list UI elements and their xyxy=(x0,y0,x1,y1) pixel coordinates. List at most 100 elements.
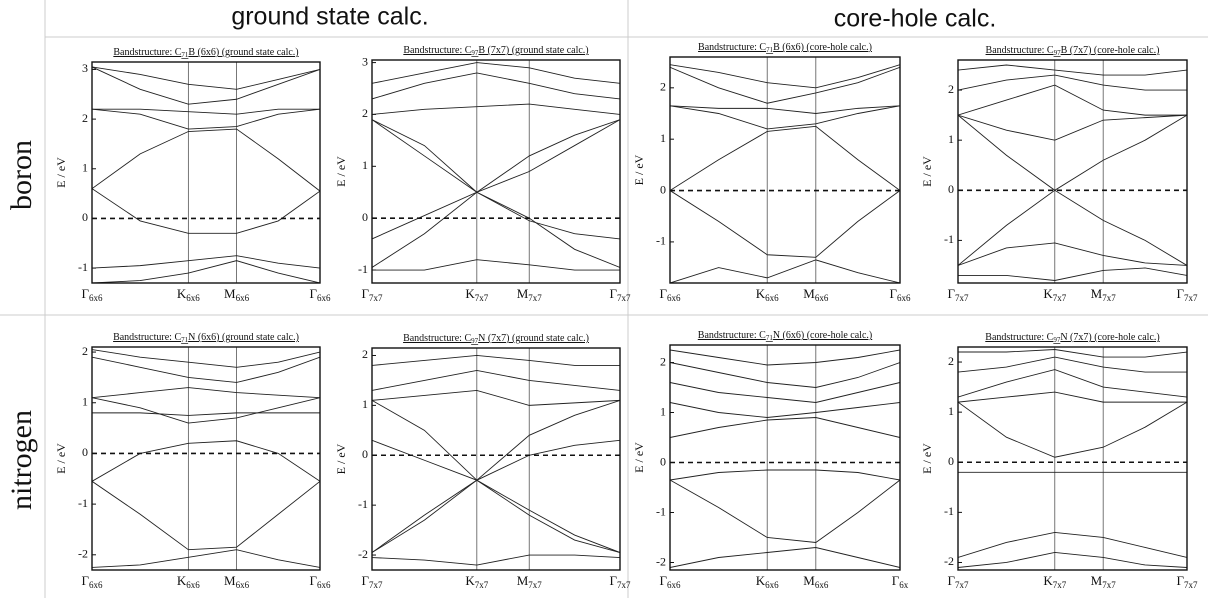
y-axis-label: E / eV xyxy=(54,443,68,474)
x-tick-symbol: M xyxy=(1091,573,1103,588)
band xyxy=(372,554,620,566)
plot-frame xyxy=(957,59,1188,284)
x-tick-symbol: Γ xyxy=(81,573,89,588)
plot-frame xyxy=(91,346,321,571)
plot-frame xyxy=(371,59,621,284)
chart-title: Bandstructure: C71N (6x6) (core-hole cal… xyxy=(698,330,872,341)
x-tick-subscript: 6x6 xyxy=(89,580,103,590)
chart-title: Bandstructure: C71B (6x6) (core-hole cal… xyxy=(698,42,872,53)
x-tick-label: Γ6x6 xyxy=(659,573,681,590)
x-tick-label: K6x6 xyxy=(177,286,200,303)
band xyxy=(958,74,1187,91)
band xyxy=(372,355,620,366)
chart-title: Bandstructure: C71B (6x6) (ground state … xyxy=(113,47,298,58)
band xyxy=(670,547,900,568)
chart: Bandstructure: C71B (6x6) (ground state … xyxy=(54,47,331,303)
band xyxy=(92,255,320,269)
band xyxy=(958,267,1187,281)
x-tick-label: K6x6 xyxy=(756,286,779,303)
y-tick-label: 0 xyxy=(362,447,368,461)
y-tick-label: 0 xyxy=(660,454,666,468)
band xyxy=(92,128,320,192)
x-tick-label: K7x7 xyxy=(465,286,488,303)
band xyxy=(92,260,320,283)
x-tick-symbol: Γ xyxy=(659,573,667,588)
x-tick-label: M6x6 xyxy=(803,286,829,303)
y-tick-label: -1 xyxy=(358,497,368,511)
x-tick-label: Γ6x6 xyxy=(659,286,681,303)
band xyxy=(92,356,320,383)
x-tick-symbol: Γ xyxy=(609,286,617,301)
x-tick-label: M7x7 xyxy=(517,286,543,303)
band xyxy=(670,66,900,104)
bands xyxy=(92,349,320,568)
x-tick-symbol: Γ xyxy=(947,286,955,301)
x-tick-subscript: 6x6 xyxy=(765,293,779,303)
bands xyxy=(372,355,620,566)
band xyxy=(670,64,900,89)
x-tick-subscript: 7x7 xyxy=(1102,580,1116,590)
x-tick-label: K7x7 xyxy=(1043,286,1066,303)
title-part: N (6x6) (core-hole calc.) xyxy=(773,330,872,341)
band xyxy=(92,480,320,551)
x-tick-label: Γ6x xyxy=(892,573,909,590)
x-tick-symbol: K xyxy=(756,286,766,301)
y-tick-label: 0 xyxy=(948,454,954,468)
chart-title: Bandstructure: C97N (7x7) (ground state … xyxy=(403,333,589,344)
x-tick-label: K7x7 xyxy=(1043,573,1066,590)
x-tick-subscript: 7x7 xyxy=(475,580,489,590)
chart: Bandstructure: C71N (6x6) (ground state … xyxy=(54,332,331,590)
chart-title: Bandstructure: C97B (7x7) (ground state … xyxy=(403,45,588,56)
title-part: 97 xyxy=(1053,336,1061,344)
chart: Bandstructure: C97B (7x7) (core-hole cal… xyxy=(920,45,1198,303)
x-tick-subscript: 6x6 xyxy=(765,580,779,590)
band xyxy=(958,349,1187,358)
x-tick-subscript: 7x7 xyxy=(1053,580,1067,590)
x-tick-subscript: 7x7 xyxy=(1184,293,1198,303)
y-tick-label: 3 xyxy=(82,61,88,75)
band xyxy=(958,114,1187,191)
band xyxy=(958,114,1187,141)
title-part: Bandstructure: C xyxy=(698,42,766,53)
x-tick-symbol: K xyxy=(177,573,187,588)
y-tick-label: 2 xyxy=(82,111,88,125)
y-tick-label: 1 xyxy=(82,161,88,175)
y-tick-label: 0 xyxy=(660,182,666,196)
y-tick-label: 2 xyxy=(948,354,954,368)
band xyxy=(92,549,320,568)
title-part: N (7x7) (ground state calc.) xyxy=(478,333,589,344)
x-tick-label: Γ6x6 xyxy=(309,286,331,303)
x-tick-label: Γ7x7 xyxy=(609,573,631,590)
band xyxy=(372,479,620,553)
y-axis-label: E / eV xyxy=(334,443,348,474)
x-tick-label: M6x6 xyxy=(224,573,250,590)
chart: Bandstructure: C71N (6x6) (core-hole cal… xyxy=(632,330,909,590)
y-tick-label: 2 xyxy=(660,354,666,368)
y-tick-label: -1 xyxy=(944,504,954,518)
x-tick-label: Γ6x6 xyxy=(81,286,103,303)
y-tick-label: 0 xyxy=(362,210,368,224)
x-tick-subscript: 6x6 xyxy=(815,293,829,303)
column-header: core-hole calc. xyxy=(834,5,997,33)
title-part: B (7x7) (core-hole calc.) xyxy=(1061,45,1160,56)
band xyxy=(958,391,1187,403)
chart: Bandstructure: C97B (7x7) (ground state … xyxy=(334,45,631,303)
y-axis-label: E / eV xyxy=(920,156,934,187)
x-tick-symbol: K xyxy=(465,286,475,301)
x-tick-subscript: 6x6 xyxy=(667,580,681,590)
title-part: 97 xyxy=(471,49,479,57)
title-part: 71 xyxy=(766,334,774,342)
x-tick-label: Γ7x7 xyxy=(947,573,969,590)
x-tick-symbol: Γ xyxy=(1176,573,1184,588)
band xyxy=(372,369,620,391)
y-axis-label: E / eV xyxy=(334,156,348,187)
x-tick-symbol: Γ xyxy=(892,573,900,588)
title-part: N (7x7) (core-hole calc.) xyxy=(1060,332,1159,343)
x-tick-subscript: 7x7 xyxy=(369,293,383,303)
title-part: 71 xyxy=(766,46,774,54)
plot-frame xyxy=(669,344,901,571)
row-label: boron xyxy=(5,140,38,210)
band xyxy=(372,191,620,240)
y-tick-label: -1 xyxy=(78,260,88,274)
